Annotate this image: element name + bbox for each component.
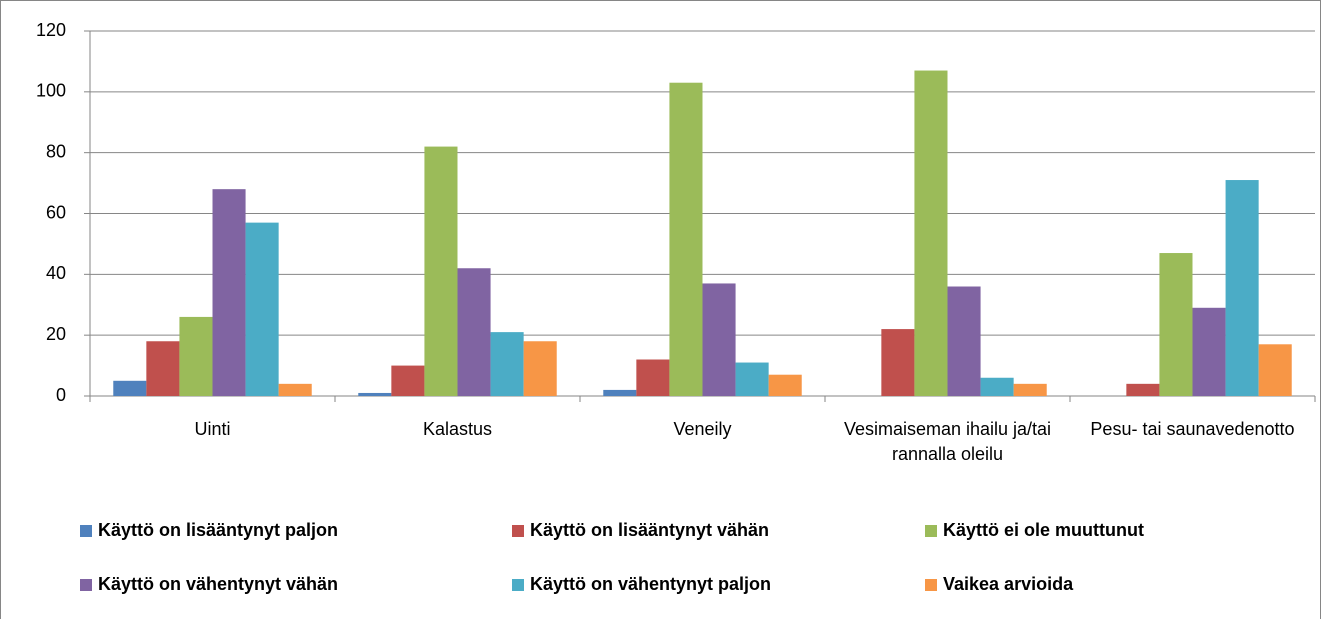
x-tick-label: Veneily [673, 419, 732, 439]
legend-swatch [512, 524, 524, 537]
legend-label: Vaikea arvioida [943, 574, 1074, 594]
legend-label: Käyttö on lisääntynyt paljon [98, 520, 339, 540]
legend-item: Käyttö on vähentynyt paljon [512, 574, 771, 595]
legend-item: Käyttö on lisääntynyt vähän [512, 520, 769, 541]
bar [1126, 383, 1160, 396]
y-tick-label: 40 [46, 263, 66, 283]
bar [1013, 383, 1047, 396]
x-tick-label: Kalastus [422, 419, 493, 439]
y-tick-label: 20 [46, 324, 66, 344]
bar [1159, 253, 1193, 396]
legend-swatch [925, 524, 937, 537]
legend-item: Käyttö ei ole muuttunut [925, 520, 1144, 541]
bar [1258, 344, 1292, 396]
bar [1192, 307, 1226, 396]
bar [1225, 180, 1259, 396]
bar [881, 329, 915, 396]
bar [523, 341, 557, 396]
bar [424, 146, 458, 396]
bar [735, 362, 769, 396]
bar [669, 82, 703, 396]
x-tick-label: Uinti [194, 419, 231, 439]
legend-item: Käyttö on vähentynyt vähän [80, 574, 338, 595]
y-tick-label: 60 [46, 202, 66, 222]
legend-item: Käyttö on lisääntynyt paljon [80, 520, 338, 541]
legend-label: Käyttö ei ole muuttunut [943, 520, 1144, 540]
bar [980, 377, 1014, 396]
x-tick-label: Pesu- tai saunavedenotto [1090, 419, 1295, 439]
bar [212, 189, 246, 396]
legend-label: Käyttö on lisääntynyt vähän [530, 520, 770, 540]
y-tick-label: 0 [56, 385, 66, 405]
bar [179, 316, 213, 396]
bar [702, 283, 736, 396]
y-tick-label: 100 [36, 81, 66, 101]
bar [603, 389, 637, 396]
bar [947, 286, 981, 396]
legend-label: Käyttö on vähentynyt paljon [530, 574, 772, 594]
bar [245, 222, 279, 396]
y-tick-label: 80 [46, 141, 66, 161]
bar [490, 332, 524, 396]
bar [391, 365, 425, 396]
bar [457, 268, 491, 396]
bar [113, 380, 147, 396]
legend-swatch [512, 578, 524, 591]
legend-swatch [80, 524, 92, 537]
y-tick-label: 120 [36, 20, 66, 40]
x-tick-label: Vesimaiseman ihailu ja/tai rannalla olei… [843, 419, 1052, 464]
legend-label: Käyttö on vähentynyt vähän [98, 574, 339, 594]
legend-swatch [80, 578, 92, 591]
legend-item: Vaikea arvioida [925, 574, 1073, 595]
bar [146, 341, 180, 396]
bar [636, 359, 670, 396]
bar [768, 374, 802, 396]
legend-swatch [925, 578, 937, 591]
bar [358, 392, 392, 396]
bar [278, 383, 312, 396]
bar [914, 70, 948, 397]
